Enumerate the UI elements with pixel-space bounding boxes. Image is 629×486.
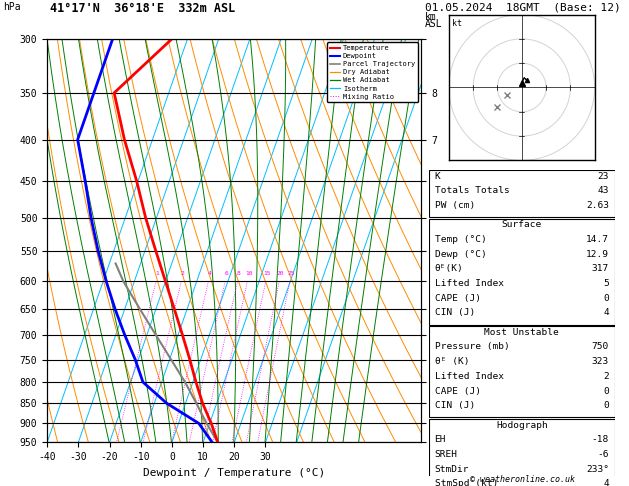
- Text: 2.63: 2.63: [586, 201, 609, 210]
- Text: hPa: hPa: [3, 2, 21, 13]
- Text: θᴱ(K): θᴱ(K): [435, 264, 464, 274]
- Text: 323: 323: [592, 357, 609, 366]
- Legend: Temperature, Dewpoint, Parcel Trajectory, Dry Adiabat, Wet Adiabat, Isotherm, Mi: Temperature, Dewpoint, Parcel Trajectory…: [327, 42, 418, 103]
- Text: CIN (J): CIN (J): [435, 309, 475, 317]
- Text: Temp (°C): Temp (°C): [435, 235, 486, 244]
- Text: 750: 750: [592, 343, 609, 351]
- Text: 233°: 233°: [586, 465, 609, 474]
- Text: 0: 0: [603, 386, 609, 396]
- Text: 8: 8: [237, 271, 241, 276]
- Text: 25: 25: [287, 271, 295, 276]
- Text: 43: 43: [598, 186, 609, 195]
- Y-axis label: Mixing Ratio (g/kg): Mixing Ratio (g/kg): [454, 190, 464, 292]
- Bar: [429, 419, 615, 486]
- Bar: [429, 326, 615, 417]
- Text: © weatheronline.co.uk: © weatheronline.co.uk: [470, 475, 574, 484]
- Text: 5: 5: [603, 279, 609, 288]
- Text: Pressure (mb): Pressure (mb): [435, 343, 509, 351]
- Text: Most Unstable: Most Unstable: [484, 328, 559, 337]
- Text: 14.7: 14.7: [586, 235, 609, 244]
- Text: 0: 0: [603, 401, 609, 410]
- Text: 1: 1: [155, 271, 159, 276]
- X-axis label: Dewpoint / Temperature (°C): Dewpoint / Temperature (°C): [143, 468, 325, 478]
- Text: kt: kt: [452, 19, 462, 28]
- Text: 4: 4: [208, 271, 211, 276]
- Text: 0: 0: [603, 294, 609, 303]
- Text: PW (cm): PW (cm): [435, 201, 475, 210]
- Text: -18: -18: [592, 435, 609, 444]
- Text: CIN (J): CIN (J): [435, 401, 475, 410]
- Text: 12.9: 12.9: [586, 250, 609, 259]
- Text: 4: 4: [603, 309, 609, 317]
- Text: -6: -6: [598, 450, 609, 459]
- Text: StmDir: StmDir: [435, 465, 469, 474]
- Text: K: K: [435, 172, 440, 181]
- Text: 20: 20: [277, 271, 284, 276]
- Text: 2: 2: [181, 271, 184, 276]
- Text: Surface: Surface: [502, 220, 542, 229]
- Text: 4: 4: [603, 479, 609, 486]
- Text: 6: 6: [225, 271, 228, 276]
- Bar: [429, 170, 615, 217]
- Text: Hodograph: Hodograph: [496, 420, 548, 430]
- Text: Dewp (°C): Dewp (°C): [435, 250, 486, 259]
- Text: EH: EH: [435, 435, 446, 444]
- Text: Lifted Index: Lifted Index: [435, 279, 504, 288]
- Text: ASL: ASL: [425, 19, 442, 30]
- Text: Lifted Index: Lifted Index: [435, 372, 504, 381]
- Text: 01.05.2024  18GMT  (Base: 12): 01.05.2024 18GMT (Base: 12): [425, 2, 620, 13]
- Text: CAPE (J): CAPE (J): [435, 294, 481, 303]
- Text: θᴱ (K): θᴱ (K): [435, 357, 469, 366]
- Text: 2: 2: [603, 372, 609, 381]
- Text: Totals Totals: Totals Totals: [435, 186, 509, 195]
- Text: 10: 10: [245, 271, 252, 276]
- Text: 23: 23: [598, 172, 609, 181]
- Text: 41°17'N  36°18'E  332m ASL: 41°17'N 36°18'E 332m ASL: [50, 2, 236, 16]
- Text: SREH: SREH: [435, 450, 457, 459]
- Bar: [429, 219, 615, 325]
- Text: StmSpd (kt): StmSpd (kt): [435, 479, 498, 486]
- Text: CAPE (J): CAPE (J): [435, 386, 481, 396]
- Text: 15: 15: [263, 271, 270, 276]
- Text: 317: 317: [592, 264, 609, 274]
- Text: km: km: [425, 12, 437, 22]
